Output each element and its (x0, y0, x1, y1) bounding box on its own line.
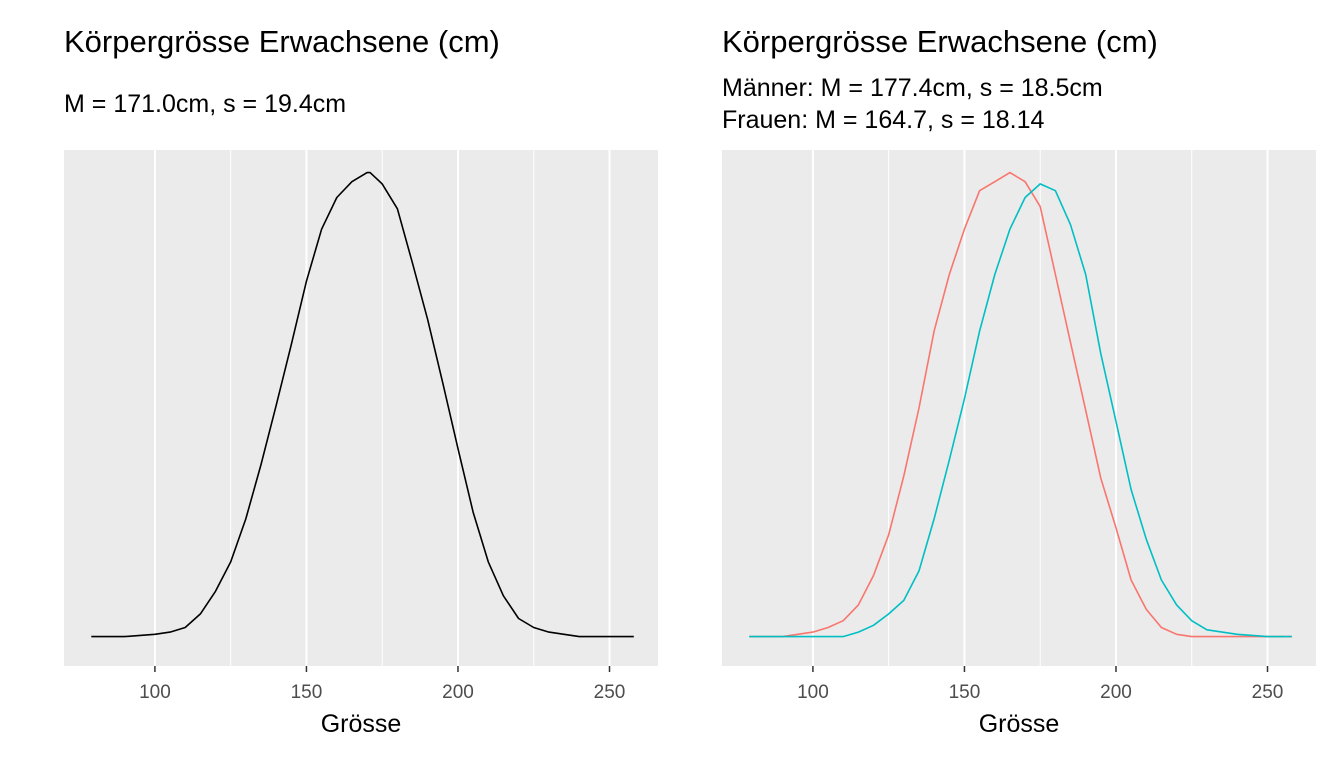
x-tick-label: 100 (139, 682, 171, 703)
x-tick-label: 200 (442, 682, 474, 703)
chart-panel-all: Körpergrösse Erwachsene (cm) M = 171.0cm… (64, 24, 658, 738)
chart-panel-by-gender: Körpergrösse Erwachsene (cm) Männer: M =… (658, 0, 1330, 768)
chart-subtitle-men: Männer: M = 177.4cm, s = 18.5cm (722, 74, 1103, 102)
x-tick-label: 250 (1252, 682, 1284, 703)
x-axis-label: Grösse (979, 710, 1060, 738)
plot-area-all: 100 150 200 250 Grösse (64, 150, 658, 738)
x-tick-label: 250 (594, 682, 626, 703)
x-tick-label: 150 (291, 682, 323, 703)
chart-title: Körpergrösse Erwachsene (cm) (722, 24, 1158, 59)
density-curve-0 (91, 171, 634, 638)
chart-subtitle-women: Frauen: M = 164.7, s = 18.14 (722, 106, 1045, 134)
plot-background (64, 150, 658, 666)
plot-area-by-gender: 100 150 200 250 Grösse (722, 150, 1316, 738)
chart-subtitle: M = 171.0cm, s = 19.4cm (64, 90, 347, 118)
x-axis-label: Grösse (321, 710, 402, 738)
x-tick-label: 150 (949, 682, 981, 703)
density-curve-0 (749, 171, 1292, 638)
x-tick-label: 200 (1100, 682, 1132, 703)
chart-title: Körpergrösse Erwachsene (cm) (64, 24, 500, 59)
plot-background (722, 150, 1316, 666)
x-tick-label: 100 (797, 682, 829, 703)
density-curve-1 (749, 183, 1292, 638)
